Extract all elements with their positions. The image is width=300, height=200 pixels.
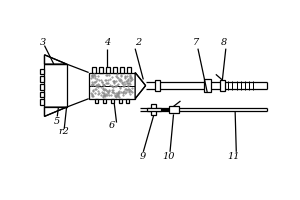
- Text: 7: 7: [193, 38, 199, 47]
- Text: 6: 6: [109, 121, 115, 130]
- Bar: [119, 99, 122, 103]
- Text: 2: 2: [136, 38, 142, 47]
- Bar: [111, 99, 114, 103]
- Text: 4: 4: [104, 38, 110, 47]
- Text: 5: 5: [54, 117, 60, 126]
- Bar: [92, 67, 96, 73]
- Bar: [103, 99, 106, 103]
- Bar: [151, 104, 156, 115]
- Text: 10: 10: [163, 152, 175, 161]
- Text: r2: r2: [59, 127, 70, 136]
- Bar: [95, 99, 98, 103]
- Text: 11: 11: [228, 152, 240, 161]
- Bar: [99, 67, 103, 73]
- Bar: [155, 80, 160, 91]
- Polygon shape: [44, 107, 67, 116]
- Bar: [169, 106, 178, 113]
- Text: 9: 9: [140, 152, 146, 161]
- Text: 3: 3: [40, 38, 46, 47]
- Bar: [106, 67, 109, 73]
- Bar: [89, 73, 135, 99]
- Text: 8: 8: [220, 38, 226, 47]
- Bar: [40, 76, 44, 82]
- Bar: [113, 67, 116, 73]
- Polygon shape: [135, 73, 146, 99]
- Bar: [147, 108, 161, 111]
- Bar: [127, 67, 130, 73]
- Bar: [40, 99, 44, 105]
- Bar: [204, 79, 211, 92]
- Bar: [40, 92, 44, 97]
- Bar: [126, 99, 129, 103]
- Bar: [40, 69, 44, 74]
- Bar: [120, 67, 124, 73]
- Bar: [44, 64, 67, 107]
- Bar: [40, 84, 44, 90]
- Bar: [220, 80, 225, 91]
- Polygon shape: [44, 55, 67, 64]
